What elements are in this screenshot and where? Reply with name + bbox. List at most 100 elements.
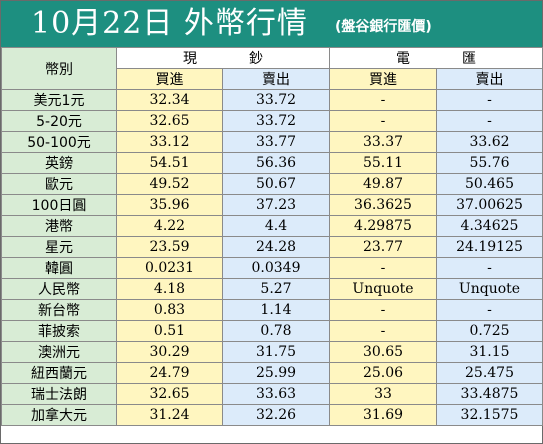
cash-buy-value: 0.0231	[116, 257, 223, 279]
currency-name: 歐元	[1, 173, 117, 195]
table-row: 英鎊 54.51 56.36 55.11 55.76	[1, 152, 543, 174]
wire-buy-value: -	[329, 110, 437, 132]
table-row: 新台幣 0.83 1.14- -	[1, 299, 543, 321]
wire-buy-value: -	[329, 257, 437, 279]
currency-name: 韓圓	[1, 257, 117, 279]
currency-name: 加拿大元	[1, 404, 117, 426]
wire-sell-value: 0.725	[436, 320, 543, 342]
currency-name: 澳洲元	[1, 341, 117, 363]
wire-sell-value: 33.4875	[436, 383, 543, 405]
cash-buy-value: 4.22	[116, 215, 223, 237]
cash-sell-value: 32.26	[222, 404, 330, 426]
cash-sell-value: 33.63	[222, 383, 330, 405]
currency-name: 紐西蘭元	[1, 362, 117, 384]
cash-buy-value: 33.12	[116, 131, 223, 153]
cash-buy-value: 0.51	[116, 320, 223, 342]
wire-sell-header: 賣出	[436, 68, 543, 90]
table-row: 韓圓 0.0231 0.0349- -	[1, 257, 543, 279]
cash-sell-value: 31.75	[222, 341, 330, 363]
table-row: 美元1元 32.34 33.72- -	[1, 89, 543, 111]
table-row: 加拿大元 31.24 32.26 31.69 32.1575	[1, 404, 543, 426]
cash-sell-value: 33.72	[222, 110, 330, 132]
wire-sell-value: 33.62	[436, 131, 543, 153]
cash-group-header: 現鈔	[116, 47, 330, 69]
currency-name: 人民幣	[1, 278, 117, 300]
currency-name: 英鎊	[1, 152, 117, 174]
cash-buy-value: 32.65	[116, 110, 223, 132]
wire-sell-value: 4.34625	[436, 215, 543, 237]
wire-buy-value: 55.11	[329, 152, 437, 174]
wire-group-header: 電匯	[329, 47, 543, 69]
wire-sell-value: 32.1575	[436, 404, 543, 426]
currency-name: 50-100元	[1, 131, 117, 153]
currency-name: 港幣	[1, 215, 117, 237]
cash-sell-value: 24.28	[222, 236, 330, 258]
table-row: 瑞士法朗 32.65 33.63 33 33.4875	[1, 383, 543, 405]
table-row: 菲披索 0.51 0.78-0.725	[1, 320, 543, 342]
cash-sell-value: 25.99	[222, 362, 330, 384]
cash-buy-value: 0.83	[116, 299, 223, 321]
table-row: 紐西蘭元 24.79 25.99 25.06 25.475	[1, 362, 543, 384]
table-row: 人民幣 4.18 5.27 Unquote Unquote	[1, 278, 543, 300]
wire-buy-value: -	[329, 299, 437, 321]
page-title: 10月22日 外幣行情	[31, 6, 308, 41]
wire-buy-value: 33.37	[329, 131, 437, 153]
wire-buy-value: 33	[329, 383, 437, 405]
wire-buy-value: Unquote	[329, 278, 437, 300]
table-row: 5-20元 32.65 33.72- -	[1, 110, 543, 132]
table-row: 歐元 49.52 50.67 49.87 50.465	[1, 173, 543, 195]
currency-name: 100日圓	[1, 194, 117, 216]
bank-source-label: (盤谷銀行匯價)	[335, 19, 432, 35]
currency-name: 新台幣	[1, 299, 117, 321]
table-row: 星元 23.59 24.28 23.77 24.19125	[1, 236, 543, 258]
table-row: 澳洲元 30.29 31.75 30.65 31.15	[1, 341, 543, 363]
wire-sell-value: -	[436, 110, 543, 132]
wire-sell-value: Unquote	[436, 278, 543, 300]
cash-buy-value: 24.79	[116, 362, 223, 384]
cash-buy-value: 32.34	[116, 89, 223, 111]
cash-buy-value: 23.59	[116, 236, 223, 258]
title-bar: 10月22日 外幣行情 (盤谷銀行匯價)	[1, 1, 542, 47]
wire-buy-value: 49.87	[329, 173, 437, 195]
cash-sell-value: 4.4	[222, 215, 330, 237]
rate-rows: 美元1元 32.34 33.72- -5-20元 32.65 33.72- -50-100元…	[1, 89, 543, 426]
wire-sell-value: -	[436, 89, 543, 111]
cash-buy-value: 32.65	[116, 383, 223, 405]
wire-sell-value: 31.15	[436, 341, 543, 363]
currency-name: 星元	[1, 236, 117, 258]
cash-sell-value: 33.72	[222, 89, 330, 111]
wire-buy-value: 31.69	[329, 404, 437, 426]
cash-buy-value: 35.96	[116, 194, 223, 216]
cash-sell-value: 0.78	[222, 320, 330, 342]
currency-name: 菲披索	[1, 320, 117, 342]
wire-sell-value: 37.00625	[436, 194, 543, 216]
wire-buy-header: 買進	[329, 68, 437, 90]
currency-name: 5-20元	[1, 110, 117, 132]
exchange-rate-table: 幣別 現鈔 電匯 買進 賣出 買進 賣出 美元1元 32.34 33.72- -5-2…	[1, 47, 543, 426]
cash-buy-value: 54.51	[116, 152, 223, 174]
cash-buy-value: 30.29	[116, 341, 223, 363]
table-row: 50-100元 33.12 33.77 33.37 33.62	[1, 131, 543, 153]
cash-sell-value: 33.77	[222, 131, 330, 153]
cash-buy-header: 買進	[116, 68, 223, 90]
cash-buy-value: 49.52	[116, 173, 223, 195]
currency-name: 瑞士法朗	[1, 383, 117, 405]
currency-name: 美元1元	[1, 89, 117, 111]
wire-sell-value: 50.465	[436, 173, 543, 195]
wire-buy-value: -	[329, 320, 437, 342]
cash-sell-value: 56.36	[222, 152, 330, 174]
wire-buy-value: 25.06	[329, 362, 437, 384]
cash-buy-value: 31.24	[116, 404, 223, 426]
wire-buy-value: 4.29875	[329, 215, 437, 237]
wire-buy-value: 36.3625	[329, 194, 437, 216]
wire-sell-value: 24.19125	[436, 236, 543, 258]
table-row: 港幣 4.22 4.4 4.29875 4.34625	[1, 215, 543, 237]
currency-header: 幣別	[1, 47, 117, 90]
wire-sell-value: 55.76	[436, 152, 543, 174]
wire-buy-value: 30.65	[329, 341, 437, 363]
wire-buy-value: -	[329, 89, 437, 111]
cash-sell-value: 0.0349	[222, 257, 330, 279]
cash-sell-value: 37.23	[222, 194, 330, 216]
wire-buy-value: 23.77	[329, 236, 437, 258]
